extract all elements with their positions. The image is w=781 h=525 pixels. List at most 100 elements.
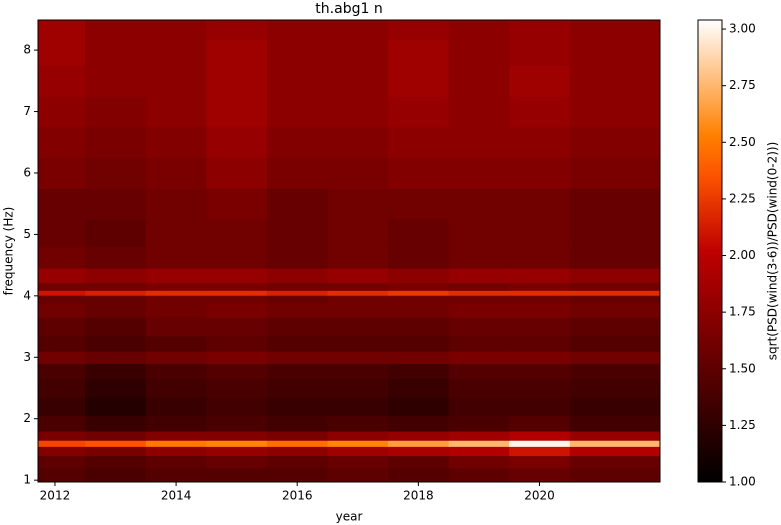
heatmap-cell: [85, 415, 147, 432]
heatmap-cell: [509, 39, 571, 66]
heatmap-cell: [38, 446, 86, 457]
y-tick-label: 7: [23, 104, 31, 118]
heatmap-cell: [38, 20, 86, 40]
heatmap-cell: [85, 455, 147, 469]
heatmap-cell: [206, 378, 268, 398]
heatmap-cell: [85, 397, 147, 417]
heatmap-cell: [85, 39, 147, 66]
heatmap-cell: [327, 378, 389, 398]
heatmap-cell: [38, 302, 86, 318]
heatmap-cell: [266, 351, 328, 364]
y-tick-label: 5: [23, 227, 31, 241]
heatmap-cell: [145, 188, 207, 220]
heatmap-cell: [38, 295, 86, 304]
heatmap-cell: [145, 219, 207, 248]
heatmap-cell: [38, 290, 86, 296]
heatmap-cell: [448, 440, 510, 447]
heatmap-cell: [509, 268, 571, 284]
heatmap-cell: [85, 20, 147, 40]
heatmap-cell: [388, 431, 450, 441]
heatmap-cell: [509, 219, 571, 248]
heatmap-cell: [266, 268, 328, 284]
heatmap-cell: [145, 351, 207, 364]
heatmap-cell: [327, 290, 389, 296]
heatmap-cell: [327, 446, 389, 457]
heatmap-cell: [388, 268, 450, 284]
y-tick-label: 4: [23, 288, 31, 302]
heatmap-cell: [85, 467, 147, 483]
y-tick-label: 3: [23, 350, 31, 364]
heatmap-cell: [509, 446, 571, 457]
heatmap-cell: [388, 246, 450, 269]
y-tick-label: 2: [23, 411, 31, 425]
heatmap-cell: [509, 290, 571, 296]
heatmap-cell: [85, 268, 147, 284]
x-tick-label: 2018: [403, 489, 434, 503]
heatmap-cell: [206, 302, 268, 318]
heatmap-cell: [266, 335, 328, 352]
heatmap-cell: [327, 440, 389, 447]
heatmap-cell: [509, 157, 571, 189]
heatmap-cell: [85, 295, 147, 304]
heatmap-cell: [388, 397, 450, 417]
colorbar-tick-label: 1.75: [729, 305, 756, 319]
heatmap-cell: [448, 455, 510, 469]
colorbar-tick-label: 2.75: [729, 78, 756, 92]
heatmap-cell: [266, 397, 328, 417]
heatmap-cell: [85, 302, 147, 318]
heatmap-cell: [266, 455, 328, 469]
heatmap-cell: [145, 302, 207, 318]
heatmap-cell: [145, 335, 207, 352]
heatmap-cell: [206, 282, 268, 291]
heatmap-cell: [85, 431, 147, 441]
heatmap-cell: [145, 431, 207, 441]
heatmap-cell: [569, 96, 661, 128]
x-axis-label: year: [336, 510, 363, 524]
heatmap-cell: [509, 440, 571, 447]
heatmap-cell: [145, 455, 207, 469]
heatmap-cell: [206, 96, 268, 128]
heatmap-cell: [569, 302, 661, 318]
colorbar-tick-label: 1.50: [729, 361, 756, 375]
heatmap-cell: [448, 363, 510, 380]
heatmap-cell: [569, 467, 661, 483]
heatmap-cell: [38, 397, 86, 417]
heatmap-cell: [85, 282, 147, 291]
heatmap-cell: [206, 440, 268, 447]
heatmap-cell: [509, 65, 571, 97]
heatmap-cell: [38, 335, 86, 352]
heatmap-cell: [448, 317, 510, 337]
heatmap-cell: [388, 282, 450, 291]
heatmap-cell: [509, 378, 571, 398]
heatmap-cell: [206, 446, 268, 457]
heatmap-cell: [448, 378, 510, 398]
heatmap-cell: [569, 335, 661, 352]
heatmap-cell: [85, 317, 147, 337]
heatmap-cell: [569, 65, 661, 97]
plot-frame: [37, 19, 661, 483]
heatmap-cell: [509, 455, 571, 469]
heatmap-cell: [145, 290, 207, 296]
heatmap-cell: [569, 431, 661, 441]
heatmap-cell: [85, 290, 147, 296]
heatmap-cell: [509, 20, 571, 40]
heatmap-cell: [388, 415, 450, 432]
heatmap-cell: [448, 351, 510, 364]
heatmap-cell: [327, 363, 389, 380]
heatmap-cell: [145, 246, 207, 269]
heatmap-cell: [266, 302, 328, 318]
heatmap-cell: [388, 65, 450, 97]
colorbar-label: sqrt(PSD(wind(3-6))/PSD(wind(0-2))): [766, 142, 780, 361]
x-tick-label: 2016: [282, 489, 313, 503]
heatmap-cell: [327, 317, 389, 337]
heatmap-cell: [38, 378, 86, 398]
heatmap-cell: [448, 219, 510, 248]
heatmap-cell: [85, 335, 147, 352]
heatmap-cell: [266, 363, 328, 380]
heatmap-cell: [145, 157, 207, 189]
heatmap-cell: [569, 295, 661, 304]
heatmap-cell: [38, 351, 86, 364]
x-tick-label: 2020: [524, 489, 555, 503]
heatmap-cell: [388, 188, 450, 220]
